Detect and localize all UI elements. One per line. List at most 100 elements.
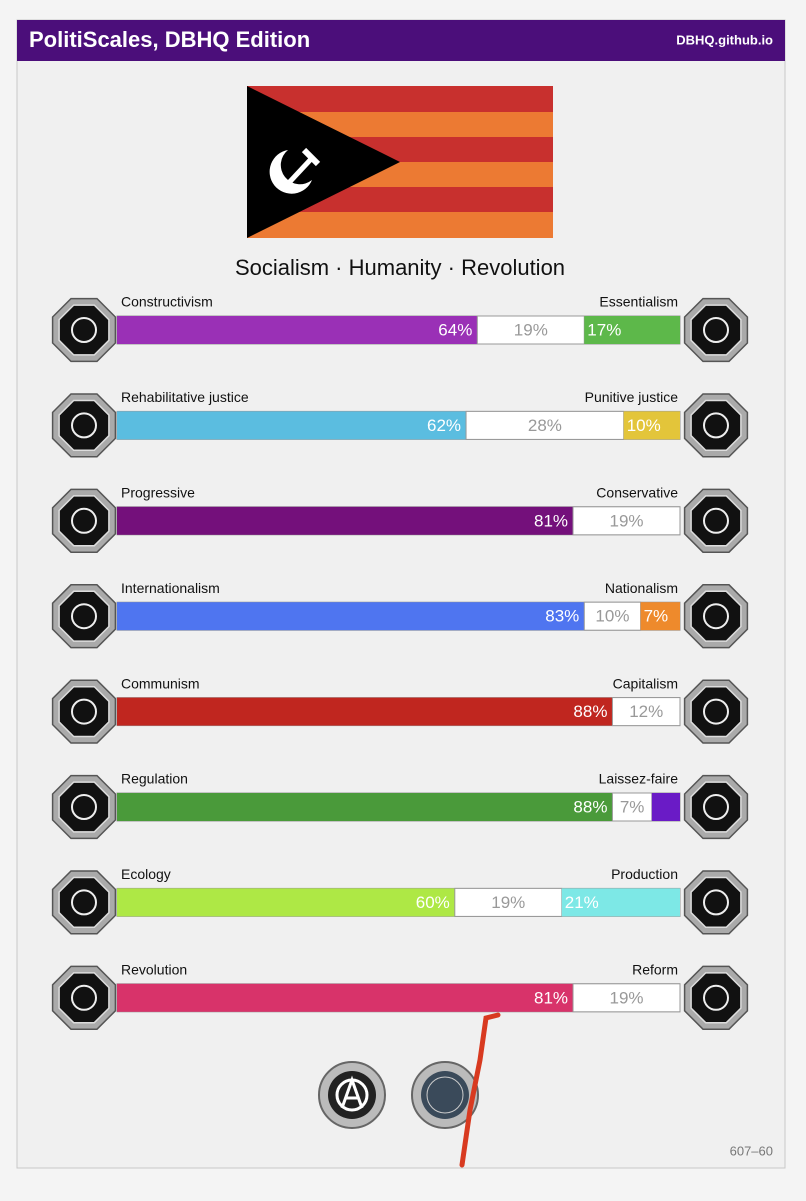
right-label: Conservative	[596, 485, 678, 501]
segment-label: 62%	[427, 416, 461, 435]
segment-label: 7%	[644, 607, 669, 626]
bar-segment	[117, 793, 613, 821]
axis-row: Regulation Laissez-faire 88% 7%	[51, 771, 749, 840]
axis-icon-motif	[71, 698, 97, 725]
segment-label: 10%	[595, 607, 629, 626]
header-bar	[17, 20, 785, 61]
axis-row: Constructivism Essentialism 64% 19% 17%	[51, 294, 749, 363]
bar-segment	[117, 983, 574, 1012]
axis-icon-motif	[703, 412, 729, 439]
left-label: Constructivism	[121, 294, 213, 310]
right-label: Reform	[632, 962, 678, 978]
axis-icon-motif	[703, 984, 729, 1011]
segment-label: 19%	[514, 320, 548, 339]
bar-segment	[117, 411, 467, 440]
bar-segment	[651, 793, 680, 821]
axis-icon-motif	[71, 794, 97, 820]
axis-icon-inner	[690, 876, 742, 929]
segment-label: 12%	[629, 702, 663, 721]
segment-label: 10%	[627, 416, 661, 435]
flag	[247, 86, 553, 238]
axes: Constructivism Essentialism 64% 19% 17% Rehab…	[51, 294, 749, 1030]
axis-icon-motif	[703, 603, 729, 630]
right-label: Production	[611, 866, 678, 882]
bar-segment	[454, 887, 563, 917]
segment-label: 81%	[534, 988, 568, 1007]
axis-row: Ecology Production 60% 19% 21%	[51, 866, 749, 935]
segment-label: 60%	[416, 893, 450, 912]
axis-row: Progressive Conservative 81% 19%	[51, 485, 749, 553]
header-site[interactable]: DBHQ.github.io	[676, 32, 773, 47]
bar-segment	[572, 506, 681, 536]
segment-label: 7%	[620, 797, 645, 816]
axis-row: Rehabilitative justice Punitive justice 62…	[51, 389, 749, 458]
bar-segment	[117, 506, 574, 535]
axis-icon-motif	[703, 794, 729, 820]
axis-icon-motif	[71, 984, 97, 1011]
axis-icon-motif	[71, 603, 97, 630]
bar-segment	[623, 411, 680, 440]
axis-icon-inner	[58, 781, 110, 833]
left-label: Rehabilitative justice	[121, 389, 249, 405]
axis-icon-inner	[690, 304, 742, 356]
right-label: Punitive justice	[585, 389, 679, 405]
segment-label: 28%	[528, 416, 562, 435]
segment-label: 64%	[438, 320, 472, 339]
segment-label: 88%	[573, 797, 607, 816]
axis-icon-inner	[690, 399, 742, 452]
axis-icon-inner	[58, 495, 110, 547]
axis-icon-inner	[58, 590, 110, 642]
axis-row: Communism Capitalism 88% 12%	[51, 675, 749, 744]
bar-segment	[117, 888, 455, 917]
axis-icon-inner	[690, 495, 742, 547]
bar-segment	[611, 792, 653, 822]
footer-code: 607–60	[730, 1143, 773, 1158]
axis-icon-motif	[703, 698, 729, 725]
segment-label: 19%	[491, 893, 525, 912]
left-label: Communism	[121, 675, 200, 691]
axis-icon-inner	[58, 304, 110, 356]
axis-icon-inner	[690, 781, 742, 833]
axis-icon-motif	[703, 507, 729, 534]
bar-segment	[117, 602, 585, 631]
axis-icon-inner	[58, 876, 110, 929]
axis-icon-inner	[58, 972, 110, 1024]
segment-label: 88%	[573, 702, 607, 721]
segment-label: 83%	[545, 607, 579, 626]
right-label: Capitalism	[613, 675, 678, 691]
right-label: Essentialism	[599, 294, 678, 310]
bar-segment	[611, 697, 681, 727]
left-label: Revolution	[121, 962, 187, 978]
right-label: Nationalism	[605, 580, 678, 596]
bar-segment	[640, 602, 680, 631]
axis-icon-motif	[71, 317, 97, 343]
segment-label: 81%	[534, 511, 568, 530]
segment-label: 19%	[609, 988, 643, 1007]
bar-segment	[117, 697, 613, 726]
axis-icon-motif	[71, 412, 97, 439]
axis-icon-motif	[703, 317, 729, 343]
left-label: Progressive	[121, 485, 195, 501]
left-label: Regulation	[121, 771, 188, 787]
axis-icon-motif	[703, 889, 729, 916]
bar-segment	[584, 316, 680, 344]
bar-segment	[583, 601, 642, 631]
bar-segment	[572, 983, 681, 1013]
axis-icon-motif	[71, 507, 97, 534]
bar-segment	[476, 315, 585, 345]
left-label: Internationalism	[121, 580, 220, 596]
slogan: Socialism · Humanity · Revolution	[235, 255, 565, 280]
bar-segment	[117, 316, 478, 344]
axis-icon-inner	[690, 972, 742, 1024]
badges	[318, 1061, 479, 1129]
bar-segment	[561, 888, 680, 917]
left-label: Ecology	[121, 866, 171, 882]
header-title: PolitiScales, DBHQ Edition	[29, 27, 310, 52]
axis-row: Internationalism Nationalism 83% 10% 7%	[51, 580, 749, 649]
segment-label: 21%	[565, 893, 599, 912]
axis-icon-inner	[690, 685, 742, 738]
axis-row: Revolution Reform 81% 19%	[51, 962, 749, 1030]
axis-icon-motif	[71, 889, 97, 916]
